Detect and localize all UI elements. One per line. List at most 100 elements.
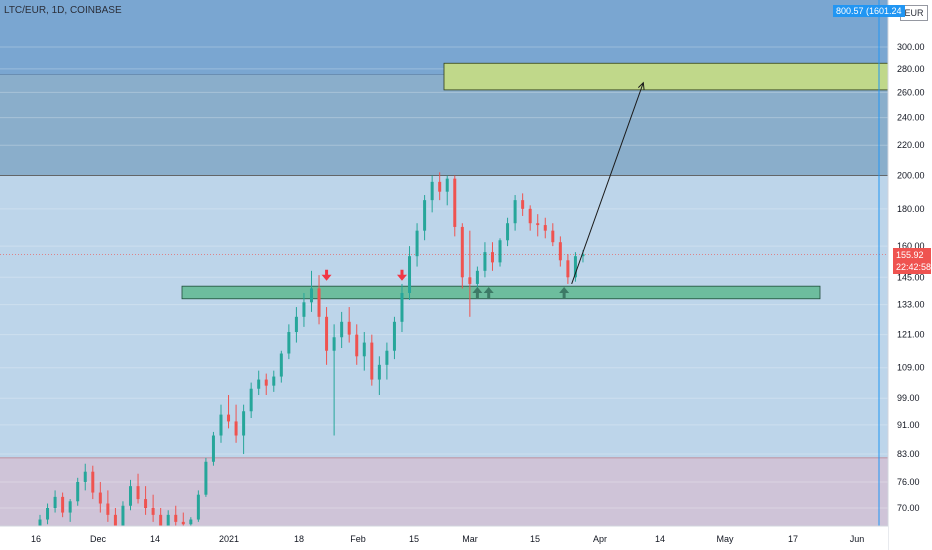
candle	[445, 175, 449, 206]
candle	[128, 479, 132, 511]
candle	[490, 242, 494, 271]
candle-body	[83, 471, 87, 482]
x-tick-label: 14	[655, 534, 665, 544]
candle-body	[355, 334, 359, 357]
candle	[272, 370, 276, 392]
candle	[325, 307, 329, 365]
candle-body	[521, 200, 525, 209]
candle	[355, 324, 359, 365]
candle-body	[506, 223, 510, 241]
candle-body	[61, 496, 65, 513]
candle-body	[151, 508, 155, 515]
candle	[287, 324, 291, 360]
candle-body	[242, 411, 246, 436]
y-tick-label: 83.00	[897, 449, 920, 459]
candle-body	[551, 230, 555, 243]
candle	[506, 217, 510, 247]
symbol-title: LTC/EUR, 1D, COINBASE	[4, 5, 122, 16]
y-tick-label: 180.00	[897, 204, 925, 214]
candle-body	[159, 514, 163, 527]
candle	[536, 214, 540, 237]
candle-body	[211, 435, 215, 462]
candle	[498, 238, 502, 267]
candle	[415, 223, 419, 267]
up-arrow-marker	[472, 286, 483, 298]
candle	[558, 236, 562, 267]
candle-body	[196, 494, 200, 520]
candle-body	[317, 288, 321, 317]
candle	[61, 492, 65, 518]
candle-body	[468, 277, 472, 284]
candle	[242, 404, 246, 455]
candle-body	[536, 223, 540, 226]
candle	[144, 486, 148, 515]
y-tick-label: 133.00	[897, 300, 925, 310]
candle-body	[385, 350, 389, 365]
candle	[106, 490, 110, 522]
candle-body	[309, 288, 313, 303]
x-tick-label: Mar	[462, 534, 478, 544]
candle	[98, 481, 102, 513]
candle	[91, 465, 95, 500]
candle	[430, 175, 434, 213]
y-tick-label: 76.00	[897, 477, 920, 487]
candle	[317, 275, 321, 325]
x-tick-label: 18	[294, 534, 304, 544]
candle-body	[46, 508, 50, 520]
candle-body	[53, 496, 57, 508]
candle-body	[332, 337, 336, 351]
candle	[53, 490, 57, 513]
x-tick-label: Jun	[850, 534, 865, 544]
candle	[204, 457, 208, 497]
candle-body	[38, 519, 42, 527]
lower-zone	[0, 457, 888, 526]
candle	[460, 223, 464, 289]
candle-body	[302, 302, 306, 317]
candle-body	[581, 254, 585, 257]
x-tick-label: 2021	[219, 534, 239, 544]
top-price-badge: 800.57 (1601.24	[833, 5, 905, 17]
y-tick-label: 200.00	[897, 170, 925, 180]
candle-body	[528, 208, 532, 224]
candle	[543, 217, 547, 239]
candle-body	[415, 230, 419, 257]
candle	[392, 316, 396, 360]
candle	[46, 503, 50, 525]
x-tick-label: Feb	[350, 534, 366, 544]
candle-body	[144, 499, 148, 508]
down-arrow-marker	[321, 269, 332, 281]
candle	[513, 195, 517, 231]
candle	[408, 246, 412, 300]
y-tick-label: 220.00	[897, 140, 925, 150]
candle-body	[377, 364, 381, 380]
candle	[566, 254, 570, 284]
y-tick-label: 121.00	[897, 330, 925, 340]
candle	[211, 431, 215, 466]
x-tick-label: May	[716, 534, 734, 544]
candle-body	[490, 252, 494, 263]
candle	[174, 505, 178, 530]
candle-body	[249, 388, 253, 412]
up-arrow-marker	[559, 286, 570, 298]
candle-body	[498, 240, 502, 263]
candle-body	[136, 486, 140, 500]
candle-body	[460, 226, 464, 278]
candle-body	[340, 321, 344, 338]
candle	[468, 230, 472, 317]
candle-body	[227, 414, 231, 422]
candle-body	[475, 270, 479, 284]
y-tick-label: 300.00	[897, 42, 925, 52]
candle-body	[279, 353, 283, 377]
candle-body	[408, 256, 412, 293]
y-tick-label: 99.00	[897, 393, 920, 403]
target-zone-box	[443, 62, 889, 91]
candle-body	[121, 505, 125, 534]
candle	[83, 463, 87, 491]
candle-body	[257, 379, 261, 389]
x-tick-label: Apr	[593, 534, 607, 544]
candle-body	[181, 521, 185, 525]
candle-body	[234, 421, 238, 436]
candle	[438, 172, 442, 201]
